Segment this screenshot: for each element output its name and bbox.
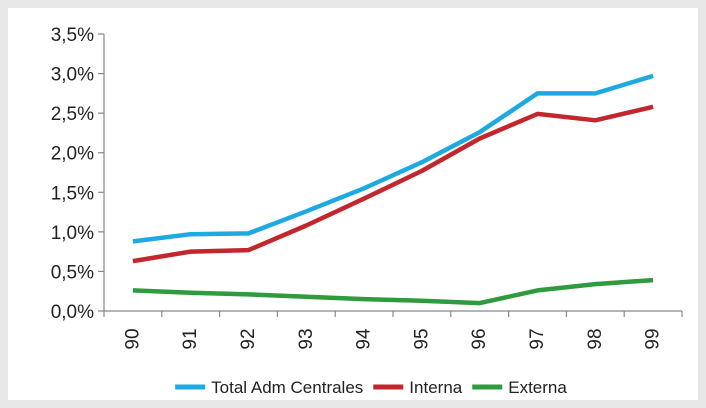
y-tick-label: 2,5% [51, 104, 94, 125]
x-tick-label: 97 [527, 328, 548, 349]
y-tick-label: 0,5% [51, 262, 94, 283]
x-tick-label: 93 [296, 328, 317, 349]
series-line-1 [132, 104, 654, 264]
x-tick-label: 95 [411, 328, 432, 349]
y-tick-label: 2,0% [51, 144, 94, 165]
y-tick-label: 3,0% [51, 65, 94, 86]
x-tick-label: 94 [354, 328, 375, 350]
x-tick-label: 92 [238, 328, 259, 349]
series-line-0 [132, 73, 654, 244]
legend-label-0: Total Adm Centrales [211, 378, 363, 397]
series-line-2 [132, 277, 654, 306]
x-tick-label: 98 [585, 328, 606, 349]
plot-area: 0,0% 0,5% 1,0% 1,5% 2,0% 2,5% 3,0% 3,5% 90 91 92 93… [51, 25, 683, 350]
x-tick-label: 96 [469, 328, 490, 349]
legend-label-1: Interna [409, 378, 462, 397]
y-tick-label: 1,5% [51, 183, 94, 204]
y-tick-label: 0,0% [51, 302, 94, 323]
legend-label-2: Externa [508, 378, 567, 397]
x-tick-label: 99 [643, 328, 664, 349]
x-tick-label: 91 [180, 328, 201, 349]
legend: Total Adm Centrales Interna Externa [175, 378, 567, 397]
y-tick-label: 3,5% [51, 25, 94, 46]
x-tick-label: 90 [122, 328, 143, 349]
y-tick-label: 1,0% [51, 223, 94, 244]
